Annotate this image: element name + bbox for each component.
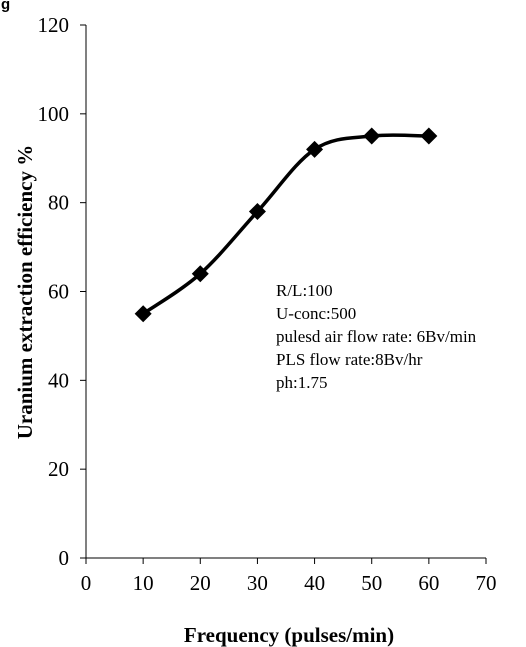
- y-tick-label: 0: [59, 546, 70, 570]
- y-tick-label: 80: [48, 191, 69, 215]
- annotation-line: pulesd air flow rate: 6Bv/min: [276, 327, 477, 346]
- x-tick-label: 20: [190, 571, 211, 595]
- x-axis-title: Frequency (pulses/min): [184, 623, 394, 647]
- y-tick-label: 60: [48, 280, 69, 304]
- y-tick-label: 100: [38, 102, 70, 126]
- x-tick-label: 30: [247, 571, 268, 595]
- annotation-line: PLS flow rate:8Bv/hr: [276, 350, 423, 369]
- annotation-line: ph:1.75: [276, 373, 327, 392]
- y-axis-title: Uranium extraction efficiency %: [13, 145, 37, 440]
- x-tick-label: 70: [476, 571, 497, 595]
- x-axis-ticks: 0 10 20 30 40 50 60 70: [81, 558, 497, 595]
- data-point-marker: [420, 127, 438, 145]
- annotation-block: R/L:100 U-conc:500 pulesd air flow rate: 6…: [276, 281, 477, 392]
- annotation-line: R/L:100: [276, 281, 333, 300]
- x-tick-label: 60: [418, 571, 439, 595]
- data-markers: [134, 127, 438, 323]
- x-tick-label: 40: [304, 571, 325, 595]
- x-tick-label: 0: [81, 571, 92, 595]
- x-tick-label: 10: [133, 571, 154, 595]
- data-point-marker: [363, 127, 381, 145]
- y-tick-label: 40: [48, 368, 69, 392]
- y-tick-label: 120: [38, 13, 70, 37]
- annotation-line: U-conc:500: [276, 304, 356, 323]
- data-point-marker: [191, 265, 209, 283]
- data-point-marker: [134, 305, 152, 323]
- data-point-marker: [248, 203, 266, 221]
- data-point-marker: [306, 140, 324, 158]
- y-tick-label: 20: [48, 457, 69, 481]
- figure-label: g: [1, 0, 10, 13]
- y-axis-ticks: 0 20 40 60 80 100 120: [38, 13, 86, 570]
- x-tick-label: 50: [361, 571, 382, 595]
